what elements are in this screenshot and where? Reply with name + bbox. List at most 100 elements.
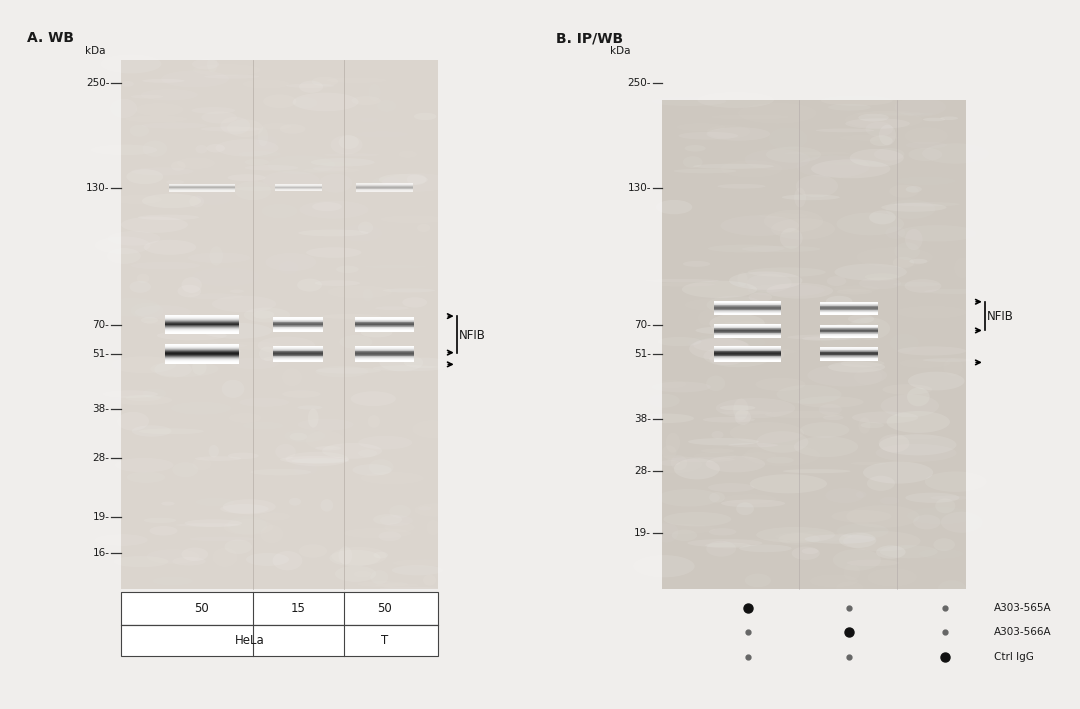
Ellipse shape — [389, 505, 411, 518]
Text: A303-566A: A303-566A — [994, 627, 1052, 637]
Ellipse shape — [708, 483, 755, 492]
Text: 38-: 38- — [93, 404, 109, 414]
Ellipse shape — [767, 283, 833, 298]
Bar — [165, 345, 239, 346]
Bar — [165, 353, 239, 354]
Bar — [273, 357, 323, 358]
Ellipse shape — [404, 357, 446, 368]
Bar — [273, 324, 323, 325]
Bar — [273, 360, 323, 362]
Ellipse shape — [171, 161, 186, 171]
Ellipse shape — [767, 457, 794, 464]
Ellipse shape — [833, 549, 881, 571]
Bar — [273, 320, 323, 321]
Ellipse shape — [322, 443, 382, 459]
Ellipse shape — [863, 462, 933, 484]
Ellipse shape — [712, 431, 724, 439]
Bar — [165, 362, 239, 363]
Bar — [355, 354, 415, 356]
Bar — [355, 328, 415, 329]
Ellipse shape — [244, 308, 291, 323]
Bar — [273, 347, 323, 348]
Ellipse shape — [222, 499, 275, 514]
Bar — [714, 310, 782, 311]
Ellipse shape — [880, 394, 939, 417]
Ellipse shape — [698, 92, 774, 108]
Bar — [165, 325, 239, 326]
Bar — [273, 319, 323, 320]
Bar — [355, 325, 415, 326]
Ellipse shape — [748, 292, 772, 302]
Ellipse shape — [742, 246, 821, 252]
Ellipse shape — [368, 459, 393, 475]
Bar — [165, 344, 239, 345]
Ellipse shape — [852, 411, 918, 423]
Ellipse shape — [336, 266, 359, 273]
Ellipse shape — [100, 55, 162, 74]
Bar — [165, 324, 239, 325]
Ellipse shape — [94, 534, 148, 546]
Bar — [273, 356, 323, 357]
Bar — [165, 333, 239, 334]
Ellipse shape — [257, 337, 315, 354]
Ellipse shape — [220, 117, 251, 135]
Bar — [355, 357, 415, 358]
Bar — [820, 354, 878, 355]
Ellipse shape — [798, 396, 864, 408]
Text: 50: 50 — [377, 602, 392, 615]
Bar — [355, 320, 415, 321]
Ellipse shape — [130, 281, 151, 293]
Bar — [165, 351, 239, 352]
Text: 19-: 19- — [634, 528, 651, 538]
Ellipse shape — [297, 406, 323, 410]
Text: 19-: 19- — [93, 512, 109, 522]
Bar — [273, 321, 323, 322]
Bar — [121, 592, 437, 625]
Ellipse shape — [636, 413, 694, 423]
Ellipse shape — [191, 107, 235, 114]
Text: 250-: 250- — [627, 78, 651, 88]
Ellipse shape — [351, 96, 381, 105]
Bar — [820, 350, 878, 351]
Ellipse shape — [800, 422, 849, 437]
Ellipse shape — [908, 372, 964, 391]
Text: 130-: 130- — [627, 183, 651, 193]
Ellipse shape — [357, 221, 374, 234]
Ellipse shape — [126, 471, 165, 483]
Ellipse shape — [796, 175, 838, 197]
Ellipse shape — [840, 359, 885, 367]
Ellipse shape — [689, 337, 752, 360]
Bar — [714, 306, 782, 307]
Bar — [355, 347, 415, 348]
Ellipse shape — [869, 135, 893, 146]
Ellipse shape — [251, 469, 311, 476]
Ellipse shape — [107, 231, 161, 246]
Ellipse shape — [275, 444, 296, 459]
Bar — [165, 352, 239, 353]
Bar — [165, 361, 239, 362]
Bar — [165, 354, 239, 355]
Ellipse shape — [750, 474, 827, 493]
Bar — [714, 360, 782, 362]
Ellipse shape — [933, 538, 955, 551]
Bar — [273, 329, 323, 330]
Ellipse shape — [312, 77, 338, 86]
Ellipse shape — [264, 94, 297, 108]
Bar — [355, 348, 415, 349]
Bar — [165, 330, 239, 331]
Ellipse shape — [808, 364, 887, 386]
Ellipse shape — [706, 541, 737, 557]
Ellipse shape — [161, 501, 175, 506]
Ellipse shape — [850, 149, 904, 167]
Bar — [714, 333, 782, 334]
Ellipse shape — [905, 493, 959, 503]
Ellipse shape — [103, 390, 158, 398]
Ellipse shape — [869, 211, 895, 224]
Ellipse shape — [922, 143, 989, 164]
Ellipse shape — [720, 354, 757, 357]
Bar — [820, 360, 878, 361]
Text: kDa: kDa — [610, 46, 631, 56]
Bar — [165, 317, 239, 318]
Bar — [714, 354, 782, 356]
Ellipse shape — [110, 99, 137, 118]
